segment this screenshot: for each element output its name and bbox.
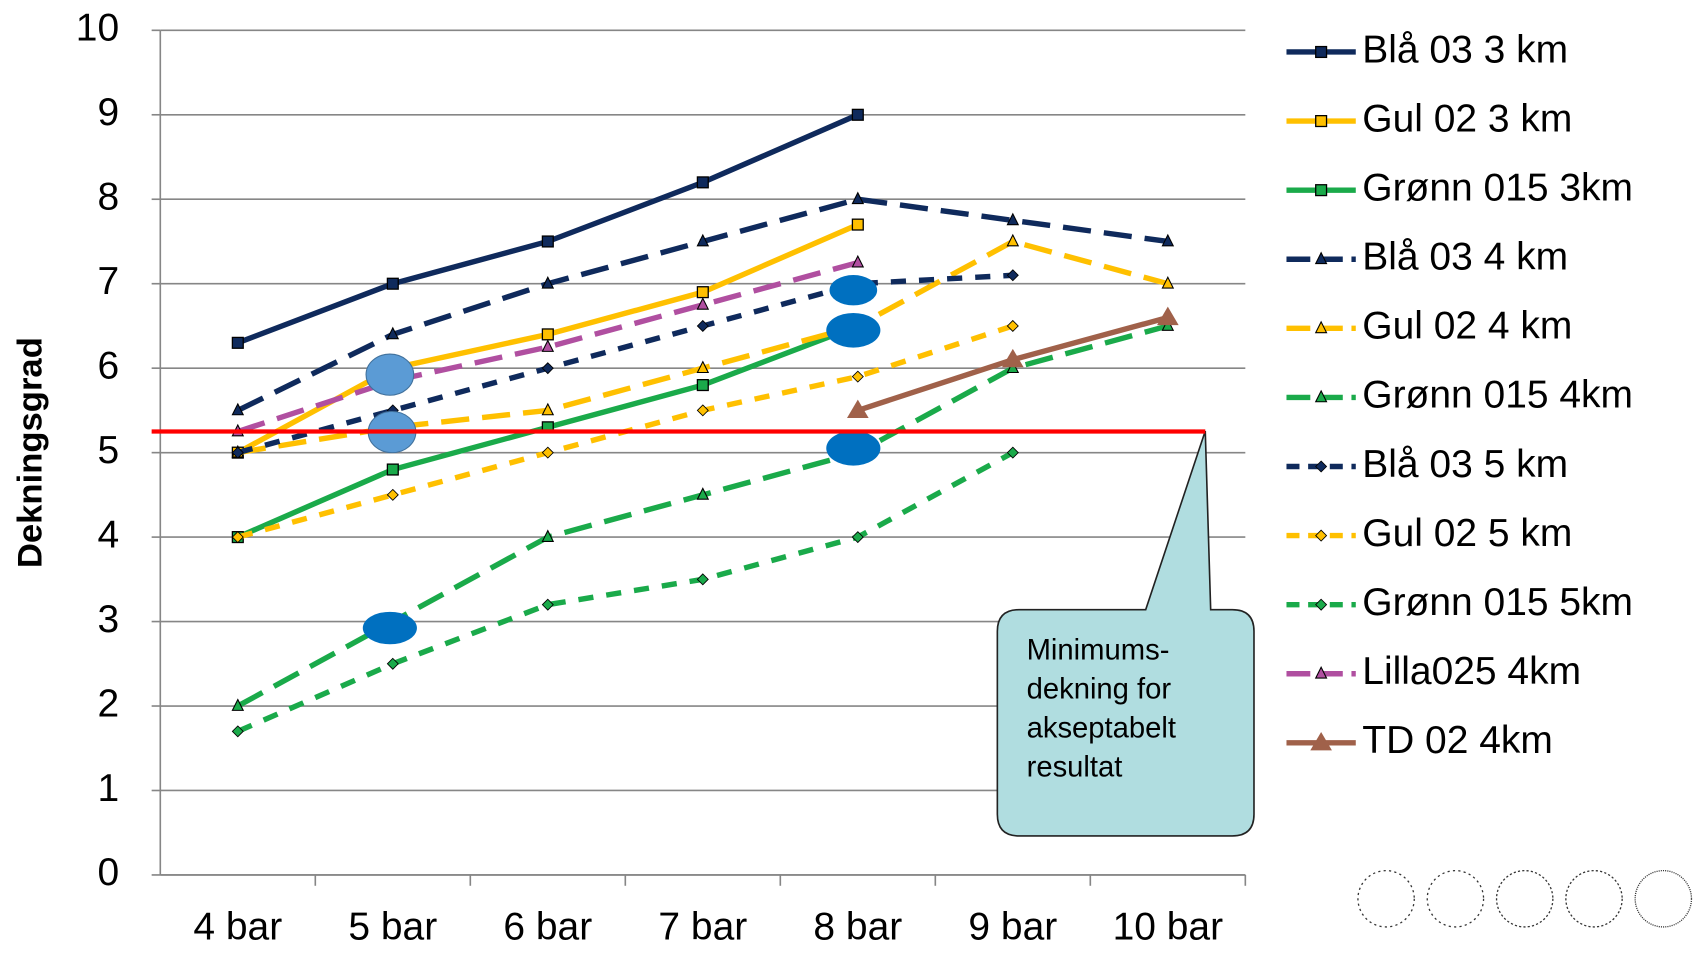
marker [1316, 599, 1327, 610]
series [232, 109, 863, 348]
marker [542, 599, 553, 610]
marker [1316, 47, 1327, 58]
marker [1157, 307, 1179, 325]
callout-line: dekning for [1027, 674, 1172, 706]
marker [542, 329, 553, 340]
marker [697, 380, 708, 391]
marker [1316, 185, 1327, 196]
y-tick-label: 1 [97, 767, 119, 810]
marker [697, 405, 708, 416]
marker [542, 236, 553, 247]
legend-label: Gul 02 3 km [1362, 97, 1572, 140]
marker [387, 489, 398, 500]
marker [387, 464, 398, 475]
y-tick-label: 8 [97, 176, 119, 219]
y-tick-label: 6 [97, 344, 119, 387]
legend-label: Blå 03 3 km [1362, 28, 1568, 71]
y-tick-label: 4 [97, 513, 119, 556]
icon [1566, 871, 1622, 927]
y-tick-label: 9 [97, 91, 119, 134]
marker [852, 371, 863, 382]
y-tick-label: 7 [97, 260, 119, 303]
x-tick-label: 10 bar [1113, 905, 1224, 948]
legend: Blå 03 3 km Gul 02 3 km Grønn 015 3km Blå 0… [1286, 28, 1633, 762]
marker [1316, 116, 1327, 127]
legend-label: Lilla025 4km [1362, 650, 1581, 693]
y-tick-label: 10 [76, 7, 119, 50]
callout-line: Minimums- [1027, 635, 1170, 667]
legend-label: Grønn 015 4km [1362, 374, 1633, 417]
highlight [366, 354, 414, 395]
icon [1497, 871, 1553, 927]
legend-label: Grønn 015 3km [1362, 166, 1633, 209]
icon [1427, 871, 1483, 927]
icon [1358, 871, 1414, 927]
legend-label: Blå 03 4 km [1362, 236, 1568, 279]
highlight-ellipses [363, 275, 881, 644]
sample-icons [1358, 871, 1692, 927]
highlight [363, 612, 417, 644]
x-tick-label: 7 bar [658, 905, 747, 948]
legend-label: Gul 02 4 km [1362, 305, 1572, 348]
marker [1007, 235, 1018, 246]
y-tick-label: 0 [97, 851, 119, 894]
icon [1635, 871, 1691, 927]
marker [697, 177, 708, 188]
marker [852, 219, 863, 230]
line [238, 453, 1013, 732]
x-tick-label: 4 bar [193, 905, 282, 948]
callout-line: akseptabelt [1027, 713, 1176, 745]
marker [1007, 270, 1018, 281]
y-tick-label: 5 [97, 429, 119, 472]
highlight [830, 275, 878, 305]
marker [1316, 461, 1327, 472]
x-tick-label: 8 bar [813, 905, 902, 948]
callout-line: resultat [1027, 752, 1123, 784]
x-tick-label: 5 bar [348, 905, 437, 948]
marker [1316, 530, 1327, 541]
y-tick-label: 2 [97, 682, 119, 725]
legend-label: TD 02 4km [1362, 719, 1553, 762]
legend-label: Gul 02 5 km [1362, 512, 1572, 555]
marker [852, 109, 863, 120]
marker [232, 337, 243, 348]
legend-label: Grønn 015 5km [1362, 581, 1633, 624]
marker [697, 287, 708, 298]
marker [697, 574, 708, 585]
x-tick-label: 6 bar [503, 905, 592, 948]
marker [387, 278, 398, 289]
chart: Dekningsgrad 0 1 2 3 4 5 6 7 8 9 10 4 bar 5 bar 6 bar… [0, 0, 1698, 954]
highlight [826, 313, 880, 348]
y-axis-label: Dekningsgrad [12, 337, 50, 568]
x-tick-label: 9 bar [968, 905, 1057, 948]
marker [542, 341, 553, 352]
y-tick-label: 3 [97, 598, 119, 641]
legend-label: Blå 03 5 km [1362, 443, 1568, 486]
highlight [826, 431, 880, 466]
page: {"chart_data": {"type": "line", "y_label… [0, 0, 1698, 954]
